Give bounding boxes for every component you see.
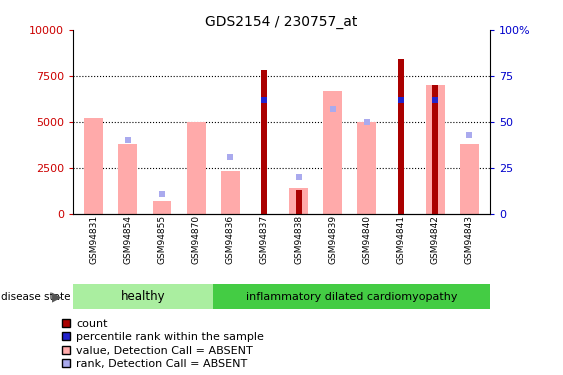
Bar <box>432 85 438 214</box>
Bar <box>213 284 490 309</box>
Text: ▶: ▶ <box>52 290 61 303</box>
Bar <box>73 284 213 309</box>
Text: healthy: healthy <box>121 290 166 303</box>
Text: inflammatory dilated cardiomyopathy: inflammatory dilated cardiomyopathy <box>246 292 457 302</box>
Bar <box>460 144 479 214</box>
Bar <box>323 91 342 214</box>
Bar <box>84 118 103 214</box>
Bar <box>118 144 137 214</box>
Bar <box>261 70 267 214</box>
Bar <box>187 122 205 214</box>
Legend: count, percentile rank within the sample, value, Detection Call = ABSENT, rank, : count, percentile rank within the sample… <box>62 319 264 369</box>
Bar <box>398 59 404 214</box>
Bar <box>153 201 171 214</box>
Bar <box>358 122 376 214</box>
Bar <box>221 171 240 214</box>
Bar <box>289 188 308 214</box>
Text: disease state: disease state <box>1 292 70 302</box>
Bar <box>296 190 302 214</box>
Title: GDS2154 / 230757_at: GDS2154 / 230757_at <box>205 15 358 29</box>
Bar <box>426 85 445 214</box>
